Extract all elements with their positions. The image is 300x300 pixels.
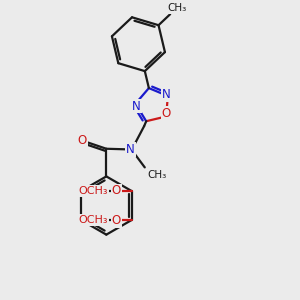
- Text: OCH₃: OCH₃: [79, 186, 108, 196]
- Text: N: N: [162, 88, 171, 101]
- Text: CH₃: CH₃: [147, 170, 166, 180]
- Text: CH₃: CH₃: [167, 3, 187, 13]
- Text: OCH₃: OCH₃: [79, 215, 108, 225]
- Text: O: O: [161, 107, 171, 120]
- Text: N: N: [126, 143, 135, 156]
- Text: O: O: [112, 214, 121, 226]
- Text: O: O: [112, 184, 121, 197]
- Text: N: N: [132, 100, 141, 112]
- Text: O: O: [77, 134, 87, 146]
